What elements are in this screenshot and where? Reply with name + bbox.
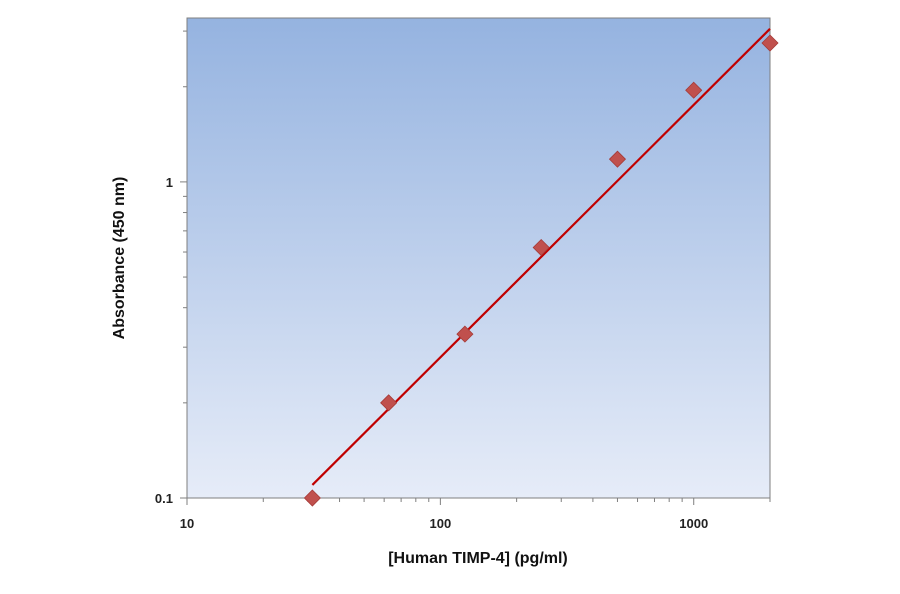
series-layer — [303, 28, 779, 507]
y-axis-ticks: 0.11 — [155, 175, 187, 506]
x-axis-ticks: 10 100 1000 — [180, 498, 708, 531]
y-tick-label: 1 — [166, 175, 173, 190]
x-tick-label: 1000 — [679, 516, 708, 531]
x-tick-label: 10 — [180, 516, 194, 531]
data-point-marker — [380, 394, 398, 412]
data-point-marker — [608, 150, 627, 168]
data-point-marker — [303, 489, 321, 507]
data-point-marker — [532, 238, 550, 257]
y-axis-minor-ticks — [183, 30, 187, 404]
data-point-marker — [456, 325, 474, 343]
plot-area — [186, 17, 771, 499]
x-axis-minor-ticks — [262, 498, 771, 502]
y-tick-label: 0.1 — [155, 491, 173, 506]
data-point-marker — [685, 81, 703, 99]
y-axis-title: Absorbance (450 nm) — [111, 177, 128, 340]
data-point-marker — [761, 34, 779, 52]
x-tick-label: 100 — [430, 516, 452, 531]
x-axis-title: [Human TIMP-4] (pg/ml) — [388, 550, 568, 567]
